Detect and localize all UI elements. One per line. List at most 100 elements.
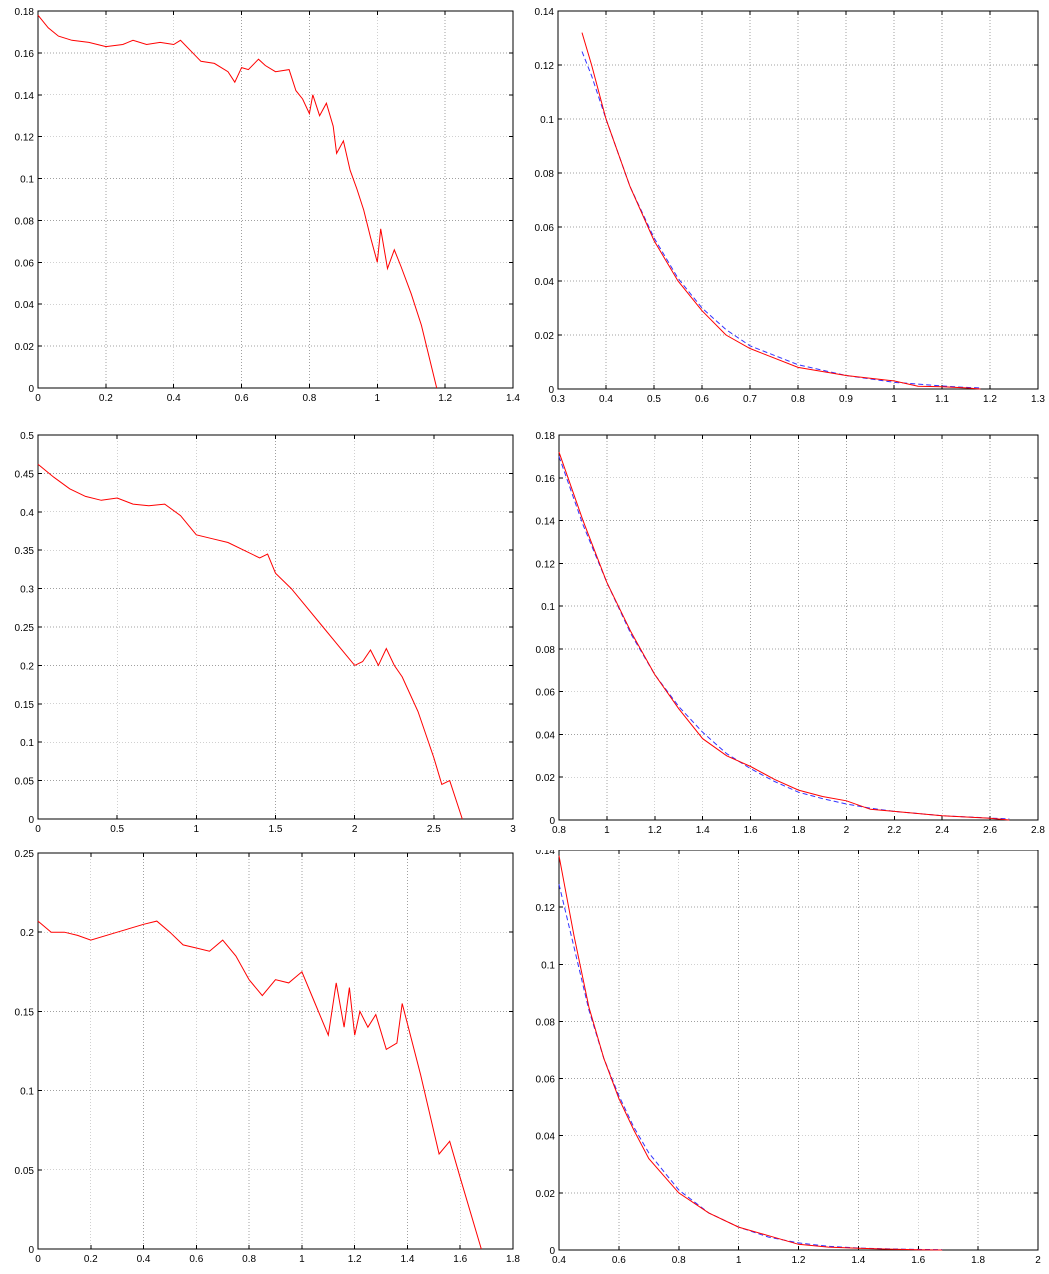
x-tick-label: 0.4 — [599, 394, 613, 405]
x-tick-label: 1.4 — [506, 393, 520, 404]
x-tick-label: 0.4 — [137, 1254, 151, 1265]
y-tick-label: 0.08 — [536, 645, 556, 656]
chart-bottom-right: 0.4 0.6 0.8 1 1.2 1.4 1.6 1.8 2 0 0.02 0.04 0.06 0.08… — [524, 846, 1049, 1269]
x-tick-label: 1.2 — [648, 825, 662, 836]
x-tick-label: 1.1 — [935, 394, 949, 405]
y-tick-label: 0.04 — [15, 300, 35, 311]
x-tick-label: 1.4 — [400, 1254, 414, 1265]
y-tick-label: 0 — [28, 384, 34, 395]
y-tick-label: 0.05 — [15, 777, 35, 788]
y-tick-label: 0.18 — [536, 431, 556, 442]
x-tick-label: 0.2 — [99, 393, 113, 404]
y-tick-label: 0.02 — [536, 773, 556, 784]
y-tick-label: 0.15 — [15, 700, 35, 711]
x-tick-label: 3 — [510, 824, 516, 835]
y-tick-label: 0.1 — [20, 1087, 34, 1098]
y-tick-label: 0.1 — [541, 960, 555, 971]
y-tick-label: 0.08 — [15, 216, 35, 227]
x-tick-label: 1 — [604, 825, 610, 836]
x-tick-label: 2 — [1035, 1255, 1041, 1266]
y-tick-label: 0.25 — [15, 850, 35, 860]
y-tick-label: 0.04 — [536, 1132, 556, 1143]
y-tick-label: 0.16 — [536, 474, 556, 485]
data-curve — [558, 451, 1010, 821]
data-curve — [581, 32, 981, 390]
y-tick-label: 0.15 — [15, 1007, 35, 1018]
x-tick-label: 1.2 — [438, 393, 452, 404]
axes-frame — [558, 434, 1039, 821]
y-tick-label: 0.1 — [541, 602, 555, 613]
x-tick-label: 0.8 — [672, 1255, 686, 1266]
x-tick-label: 0.8 — [242, 1254, 256, 1265]
x-tick-label: 0.6 — [189, 1254, 203, 1265]
y-tick-label: 0.3 — [20, 585, 34, 596]
x-tick-label: 0.2 — [84, 1254, 98, 1265]
x-tick-label: 1.3 — [1031, 394, 1045, 405]
y-tick-label: 0.1 — [20, 738, 34, 749]
chart-top-right: 0.3 0.4 0.5 0.6 0.7 0.8 0.9 1 1.1 1.2 1.3 0 0.02 0.04… — [524, 0, 1049, 425]
fitted-curve — [558, 884, 943, 1251]
x-tick-label: 2.2 — [887, 825, 901, 836]
x-tick-label: 0.9 — [839, 394, 853, 405]
y-tick-label: 0.2 — [20, 928, 34, 939]
x-tick-label: 0.8 — [552, 825, 566, 836]
chart-middle-left-svg: 0 0.5 1 1.5 2 2.5 3 0 0.05 0.1 0.15 0.2 0.25 0.3 0.35 0… — [15, 431, 517, 835]
fitted-curve — [558, 456, 1010, 820]
chart-middle-right-svg: 0.8 1 1.2 1.4 1.6 1.8 2 2.2 2.4 2.6 2.8 0 0.02 0.04 0.… — [536, 431, 1046, 836]
data-curve — [558, 855, 943, 1251]
y-tick-label: 0.12 — [15, 133, 35, 144]
x-tick-label: 2 — [352, 824, 358, 835]
y-tick-label: 0.14 — [535, 7, 555, 18]
x-tick-label: 0.7 — [743, 394, 757, 405]
x-tick-label: 1 — [194, 824, 200, 835]
chart-bottom-left: 0 0.2 0.4 0.6 0.8 1 1.2 1.4 1.6 1.8 0 0.05 0.1 0.15 0.… — [0, 849, 524, 1269]
y-tick-label: 0.06 — [536, 1075, 556, 1086]
x-tick-label: 2.4 — [935, 825, 949, 836]
chart-top-left-svg: 0 0.2 0.4 0.6 0.8 1 1.2 1.4 0 0.02 0.04 0.06 0.08 0.1… — [15, 7, 521, 404]
chart-middle-right: 0.8 1 1.2 1.4 1.6 1.8 2 2.2 2.4 2.6 2.8 0 0.02 0.04 0.… — [524, 425, 1049, 850]
y-tick-label: 0 — [548, 385, 554, 396]
x-tick-label: 1.6 — [911, 1255, 925, 1266]
x-tick-label: 0.4 — [167, 393, 181, 404]
y-tick-label: 0.12 — [536, 903, 556, 914]
x-tick-label: 1.2 — [983, 394, 997, 405]
fitted-curve — [581, 51, 981, 389]
x-tick-label: 1.2 — [348, 1254, 362, 1265]
y-tick-label: 0 — [28, 1245, 34, 1256]
x-tick-label: 1 — [736, 1255, 742, 1266]
y-tick-label: 0.14 — [536, 850, 556, 857]
y-tick-label: 0.25 — [15, 623, 35, 634]
x-tick-label: 0.6 — [235, 393, 249, 404]
y-tick-label: 0.18 — [15, 7, 35, 18]
x-tick-label: 2.6 — [983, 825, 997, 836]
x-tick-label: 1.8 — [971, 1255, 985, 1266]
y-tick-label: 0.12 — [535, 61, 555, 72]
chart-top-left: 0 0.2 0.4 0.6 0.8 1 1.2 1.4 0 0.02 0.04 0.06 0.08 0.1… — [0, 0, 524, 425]
y-tick-label: 0.5 — [20, 431, 34, 442]
x-tick-label: 1.8 — [506, 1254, 520, 1265]
x-tick-label: 1.4 — [851, 1255, 865, 1266]
x-tick-label: 1.2 — [792, 1255, 806, 1266]
x-tick-label: 2 — [844, 825, 850, 836]
y-tick-label: 0.16 — [15, 49, 35, 60]
y-tick-label: 0.12 — [536, 559, 556, 570]
y-tick-label: 0.45 — [15, 469, 35, 480]
axes-frame — [37, 852, 514, 1250]
y-tick-label: 0.1 — [20, 175, 34, 186]
y-tick-label: 0.05 — [15, 1166, 35, 1177]
chart-middle-left: 0 0.5 1 1.5 2 2.5 3 0 0.05 0.1 0.15 0.2 0.25 0.3 0.35 0… — [0, 425, 524, 850]
x-tick-label: 1 — [891, 394, 897, 405]
x-tick-label: 0 — [35, 1254, 41, 1265]
x-tick-label: 2.8 — [1031, 825, 1045, 836]
y-tick-label: 0.35 — [15, 546, 35, 557]
y-tick-label: 0.06 — [15, 258, 35, 269]
axes-frame — [37, 434, 514, 820]
data-curve — [37, 463, 463, 820]
y-tick-label: 0.04 — [536, 730, 556, 741]
x-tick-label: 1.6 — [453, 1254, 467, 1265]
x-tick-label: 0.6 — [612, 1255, 626, 1266]
x-tick-label: 0.6 — [695, 394, 709, 405]
y-tick-label: 0.04 — [535, 277, 555, 288]
y-tick-label: 0 — [549, 1246, 555, 1257]
y-tick-label: 0.06 — [536, 688, 556, 699]
